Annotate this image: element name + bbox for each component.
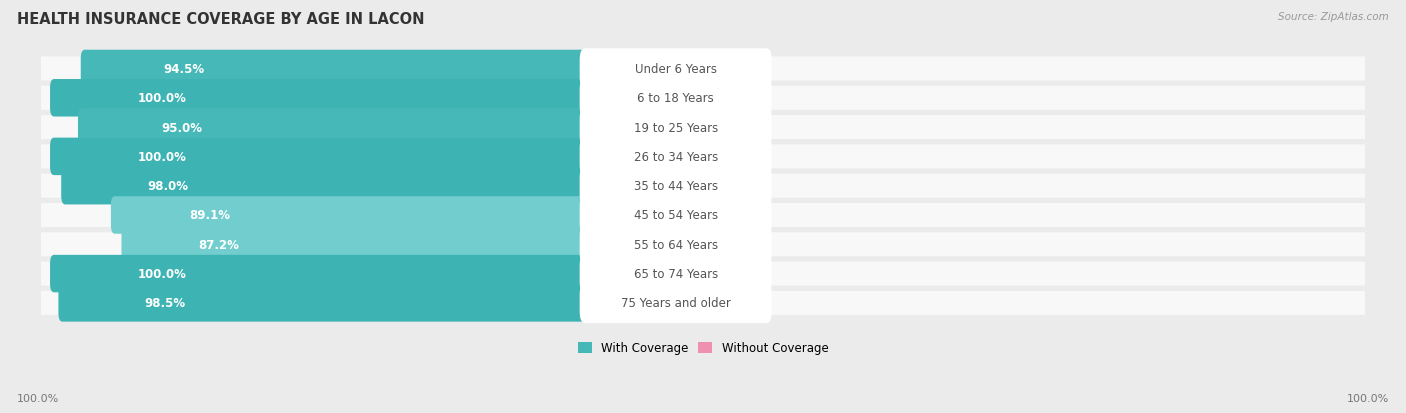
Text: 45 to 54 Years: 45 to 54 Years [634, 209, 718, 222]
Text: 94.5%: 94.5% [163, 63, 205, 76]
FancyBboxPatch shape [41, 291, 1365, 315]
Text: 0.0%: 0.0% [631, 268, 661, 280]
Text: 55 to 64 Years: 55 to 64 Years [634, 238, 718, 251]
Text: 95.0%: 95.0% [162, 121, 202, 134]
FancyBboxPatch shape [609, 197, 697, 234]
FancyBboxPatch shape [579, 166, 772, 206]
FancyBboxPatch shape [51, 80, 616, 117]
FancyBboxPatch shape [579, 283, 772, 323]
FancyBboxPatch shape [609, 285, 627, 322]
Text: 1.5%: 1.5% [643, 297, 672, 310]
Text: Source: ZipAtlas.com: Source: ZipAtlas.com [1278, 12, 1389, 22]
FancyBboxPatch shape [41, 262, 1365, 286]
Text: 35 to 44 Years: 35 to 44 Years [634, 180, 718, 193]
FancyBboxPatch shape [111, 197, 616, 234]
FancyBboxPatch shape [579, 108, 772, 148]
Text: 65 to 74 Years: 65 to 74 Years [634, 268, 718, 280]
FancyBboxPatch shape [51, 255, 616, 293]
FancyBboxPatch shape [609, 168, 631, 205]
Text: 12.8%: 12.8% [727, 238, 763, 251]
Text: 100.0%: 100.0% [17, 393, 59, 403]
Text: 100.0%: 100.0% [1347, 393, 1389, 403]
Text: 87.2%: 87.2% [198, 238, 239, 251]
FancyBboxPatch shape [609, 50, 657, 88]
Text: 89.1%: 89.1% [190, 209, 231, 222]
FancyBboxPatch shape [579, 78, 772, 119]
FancyBboxPatch shape [62, 168, 616, 205]
FancyBboxPatch shape [77, 109, 616, 147]
FancyBboxPatch shape [51, 138, 616, 176]
Text: 19 to 25 Years: 19 to 25 Years [634, 121, 718, 134]
Text: 26 to 34 Years: 26 to 34 Years [634, 150, 718, 164]
Text: 2.0%: 2.0% [647, 180, 676, 193]
FancyBboxPatch shape [41, 57, 1365, 81]
FancyBboxPatch shape [41, 145, 1365, 169]
Text: 6 to 18 Years: 6 to 18 Years [637, 92, 714, 105]
FancyBboxPatch shape [41, 174, 1365, 198]
Text: 75 Years and older: 75 Years and older [621, 297, 731, 310]
Text: 0.0%: 0.0% [631, 92, 661, 105]
FancyBboxPatch shape [579, 49, 772, 90]
Text: 100.0%: 100.0% [138, 92, 187, 105]
FancyBboxPatch shape [41, 116, 1365, 140]
Text: 98.5%: 98.5% [145, 297, 186, 310]
FancyBboxPatch shape [609, 109, 652, 147]
Text: 100.0%: 100.0% [138, 268, 187, 280]
Text: HEALTH INSURANCE COVERAGE BY AGE IN LACON: HEALTH INSURANCE COVERAGE BY AGE IN LACO… [17, 12, 425, 27]
FancyBboxPatch shape [579, 254, 772, 294]
FancyBboxPatch shape [121, 226, 616, 263]
Text: 100.0%: 100.0% [138, 150, 187, 164]
FancyBboxPatch shape [41, 204, 1365, 228]
FancyBboxPatch shape [41, 87, 1365, 111]
Text: 5.0%: 5.0% [669, 121, 699, 134]
FancyBboxPatch shape [80, 50, 616, 88]
FancyBboxPatch shape [579, 225, 772, 265]
Legend: With Coverage, Without Coverage: With Coverage, Without Coverage [572, 337, 834, 359]
FancyBboxPatch shape [579, 137, 772, 177]
FancyBboxPatch shape [41, 233, 1365, 256]
Text: 98.0%: 98.0% [148, 180, 188, 193]
Text: 5.5%: 5.5% [672, 63, 702, 76]
Text: Under 6 Years: Under 6 Years [634, 63, 717, 76]
FancyBboxPatch shape [609, 226, 711, 263]
Text: 10.9%: 10.9% [713, 209, 749, 222]
Text: 0.0%: 0.0% [631, 150, 661, 164]
FancyBboxPatch shape [579, 195, 772, 235]
FancyBboxPatch shape [59, 285, 616, 322]
